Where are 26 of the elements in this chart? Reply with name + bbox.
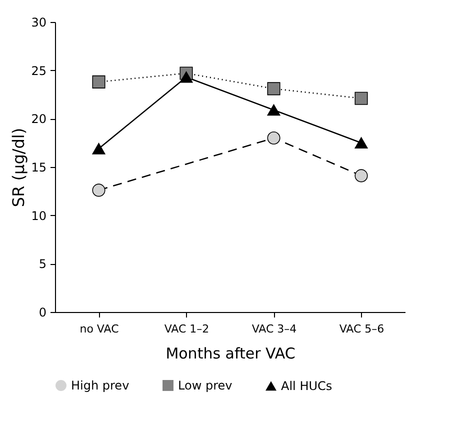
y-tick-label: 30	[31, 16, 46, 30]
y-tick-label: 15	[31, 160, 46, 174]
x-tick-label: VAC 5–6	[339, 322, 384, 336]
y-axis-title: SR (µg/dl)	[9, 128, 28, 208]
point	[92, 142, 106, 154]
x-tick-label: no VAC	[80, 322, 120, 336]
legend-label: Low prev	[178, 378, 232, 392]
point	[354, 137, 368, 149]
point	[267, 104, 280, 116]
x-tick-label: VAC 1–2	[164, 322, 210, 336]
legend-label: All HUCs	[281, 378, 332, 393]
point	[354, 169, 368, 182]
point	[267, 131, 280, 145]
x-tick-label: VAC 3–4	[252, 322, 297, 336]
x-axis-title: Months after VAC	[166, 344, 296, 362]
point	[267, 82, 280, 96]
y-tick-label: 10	[31, 208, 46, 223]
point	[92, 75, 106, 88]
y-tick-label: 20	[31, 112, 46, 126]
point	[354, 92, 368, 105]
y-tick-label: 5	[38, 257, 46, 272]
point	[92, 184, 106, 197]
y-tick-label: 0	[38, 306, 46, 320]
legend-label: High prev	[71, 378, 130, 392]
point	[180, 71, 193, 83]
y-tick-label: 25	[31, 64, 46, 78]
